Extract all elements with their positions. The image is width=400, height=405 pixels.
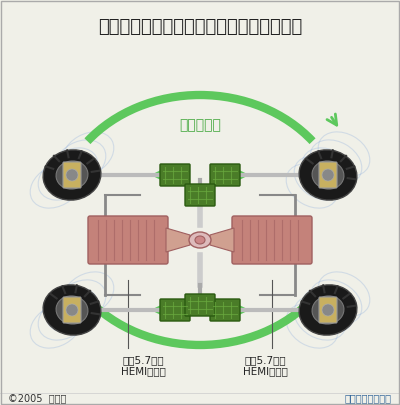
FancyBboxPatch shape: [232, 216, 312, 264]
Text: 前置5.7升的
HEMI发动机: 前置5.7升的 HEMI发动机: [120, 355, 166, 377]
FancyBboxPatch shape: [185, 294, 215, 316]
Ellipse shape: [299, 285, 357, 335]
Ellipse shape: [312, 296, 344, 324]
Ellipse shape: [312, 161, 344, 189]
Ellipse shape: [195, 236, 205, 244]
Text: 吉普飓风车的转向系统：零转向和滑移转向: 吉普飓风车的转向系统：零转向和滑移转向: [98, 18, 302, 36]
FancyBboxPatch shape: [319, 297, 337, 323]
Polygon shape: [210, 228, 234, 252]
Ellipse shape: [189, 232, 211, 248]
Ellipse shape: [43, 285, 101, 335]
Circle shape: [66, 304, 78, 316]
Circle shape: [322, 304, 334, 316]
FancyBboxPatch shape: [210, 299, 240, 321]
FancyBboxPatch shape: [210, 164, 240, 186]
FancyBboxPatch shape: [319, 162, 337, 188]
FancyBboxPatch shape: [88, 216, 168, 264]
Text: 本图非按比例绘制: 本图非按比例绘制: [345, 393, 392, 403]
Circle shape: [66, 169, 78, 181]
Text: 后置5.7升的
HEMI发动机: 后置5.7升的 HEMI发动机: [242, 355, 288, 377]
Polygon shape: [166, 228, 190, 252]
Ellipse shape: [299, 150, 357, 200]
Ellipse shape: [43, 150, 101, 200]
Circle shape: [322, 169, 334, 181]
Ellipse shape: [56, 296, 88, 324]
FancyBboxPatch shape: [160, 299, 190, 321]
FancyBboxPatch shape: [185, 184, 215, 206]
Ellipse shape: [56, 161, 88, 189]
FancyBboxPatch shape: [63, 162, 81, 188]
Text: 零转弯半径: 零转弯半径: [179, 118, 221, 132]
Text: ©2005  博闻网: ©2005 博闻网: [8, 393, 66, 403]
FancyBboxPatch shape: [160, 164, 190, 186]
FancyBboxPatch shape: [63, 297, 81, 323]
